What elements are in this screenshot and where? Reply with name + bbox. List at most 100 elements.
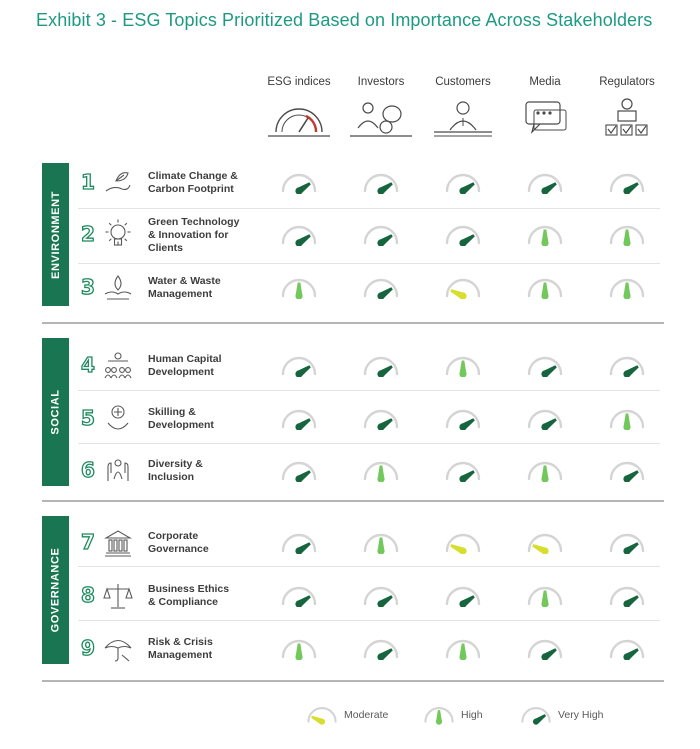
importance-gauge-high	[279, 636, 319, 661]
topic-number: 4	[80, 352, 95, 377]
importance-gauge-very-high	[279, 583, 319, 608]
topic-number: 5	[80, 405, 95, 430]
importance-gauge-high	[607, 406, 647, 431]
media-icon	[510, 96, 580, 144]
topic-number: 3	[80, 274, 95, 299]
importance-gauge-very-high	[443, 458, 483, 483]
topic-label-line: Corporate	[148, 530, 199, 542]
importance-gauge-high	[607, 222, 647, 247]
section-divider	[42, 322, 664, 324]
importance-gauge-very-high	[443, 583, 483, 608]
importance-gauge-very-high	[443, 222, 483, 247]
building-icon	[102, 527, 134, 559]
importance-gauge-high	[607, 275, 647, 300]
importance-gauge-very-high	[525, 406, 565, 431]
topic-label: Risk & Crisis Management	[148, 636, 213, 662]
legend-label: High	[461, 709, 483, 721]
section-label: ENVIRONMENT	[49, 190, 62, 279]
column-header-3: Media	[529, 76, 561, 88]
topic-label-line: Skilling &	[148, 406, 196, 418]
row-divider	[78, 263, 660, 264]
topic-number: 8	[80, 582, 95, 607]
row-divider	[78, 443, 660, 444]
importance-gauge-very-high	[443, 170, 483, 195]
hand-leaf-icon	[102, 167, 134, 199]
importance-gauge-very-high	[607, 170, 647, 195]
importance-gauge-very-high	[361, 275, 401, 300]
importance-gauge-very-high	[279, 222, 319, 247]
gauge-icon	[264, 96, 334, 144]
topic-label-line: Climate Change &	[148, 170, 238, 182]
topic-label-line: Carbon Footprint	[148, 183, 234, 195]
topic-label-line: Development	[148, 419, 214, 431]
topic-label-line: Diversity &	[148, 458, 203, 470]
scales-icon	[102, 580, 134, 612]
topic-label: Green Technology & Innovation for Clients	[148, 216, 239, 255]
importance-gauge-high	[443, 636, 483, 661]
customer-icon	[428, 96, 498, 144]
topic-label-line: Inclusion	[148, 471, 195, 483]
topic-label: Climate Change & Carbon Footprint	[148, 170, 238, 196]
importance-gauge-high	[525, 583, 565, 608]
people-icon	[102, 350, 134, 382]
column-header-0: ESG indices	[267, 76, 331, 88]
importance-gauge-high	[279, 275, 319, 300]
topic-number: 6	[80, 457, 95, 482]
importance-gauge-high	[361, 530, 401, 555]
umbrella-icon	[102, 633, 134, 665]
importance-gauge-very-high	[279, 530, 319, 555]
legend-gauge-very-high	[519, 703, 553, 725]
topic-label: Diversity & Inclusion	[148, 458, 203, 484]
skill-hand-icon	[102, 403, 134, 435]
importance-gauge-very-high	[525, 353, 565, 378]
row-divider	[78, 566, 660, 567]
topic-label-line: Green Technology	[148, 215, 240, 228]
importance-gauge-high	[361, 458, 401, 483]
importance-gauge-very-high	[361, 170, 401, 195]
diversity-hands-icon	[102, 455, 134, 487]
topic-label-line: Management	[148, 288, 213, 300]
importance-gauge-very-high	[361, 353, 401, 378]
topic-label-line: & Innovation for	[148, 228, 229, 241]
topic-label-line: Governance	[148, 543, 209, 555]
legend-label: Moderate	[344, 709, 389, 721]
row-divider	[78, 208, 660, 209]
importance-gauge-very-high	[279, 170, 319, 195]
regulator-icon	[592, 96, 662, 144]
column-header-4: Regulators	[599, 76, 655, 88]
importance-gauge-very-high	[607, 530, 647, 555]
importance-gauge-high	[525, 275, 565, 300]
legend-gauge-high	[422, 703, 456, 725]
topic-label: Corporate Governance	[148, 530, 209, 556]
importance-gauge-very-high	[361, 583, 401, 608]
section-divider	[42, 680, 664, 682]
row-divider	[78, 390, 660, 391]
topic-label-line: Clients	[148, 241, 184, 254]
section-label: GOVERNANCE	[49, 547, 62, 633]
column-header-2: Customers	[435, 76, 491, 88]
topic-label-line: Human Capital	[148, 353, 222, 365]
topic-label: Human Capital Development	[148, 353, 222, 379]
importance-gauge-very-high	[279, 353, 319, 378]
topic-number: 9	[80, 635, 95, 660]
topic-label: Skilling & Development	[148, 406, 214, 432]
importance-gauge-very-high	[279, 406, 319, 431]
topic-label-line: Business Ethics	[148, 583, 230, 595]
topic-label-line: Management	[148, 649, 213, 661]
topic-label-line: Development	[148, 366, 214, 378]
section-label: SOCIAL	[49, 389, 62, 435]
section-band	[42, 338, 69, 486]
topic-number: 2	[80, 221, 95, 246]
importance-gauge-very-high	[525, 170, 565, 195]
importance-gauge-very-high	[361, 406, 401, 431]
importance-gauge-moderate	[525, 530, 565, 555]
importance-gauge-very-high	[607, 636, 647, 661]
importance-gauge-high	[443, 353, 483, 378]
topic-label: Water & Waste Management	[148, 275, 221, 301]
lightbulb-icon	[102, 219, 134, 251]
topic-number: 1	[80, 169, 95, 194]
legend-label: Very High	[558, 709, 604, 721]
investor-icon	[346, 96, 416, 144]
water-hand-icon	[102, 272, 134, 304]
importance-gauge-very-high	[361, 636, 401, 661]
